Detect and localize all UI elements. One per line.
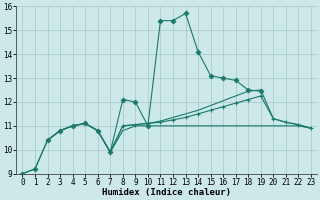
X-axis label: Humidex (Indice chaleur): Humidex (Indice chaleur) — [102, 188, 231, 197]
